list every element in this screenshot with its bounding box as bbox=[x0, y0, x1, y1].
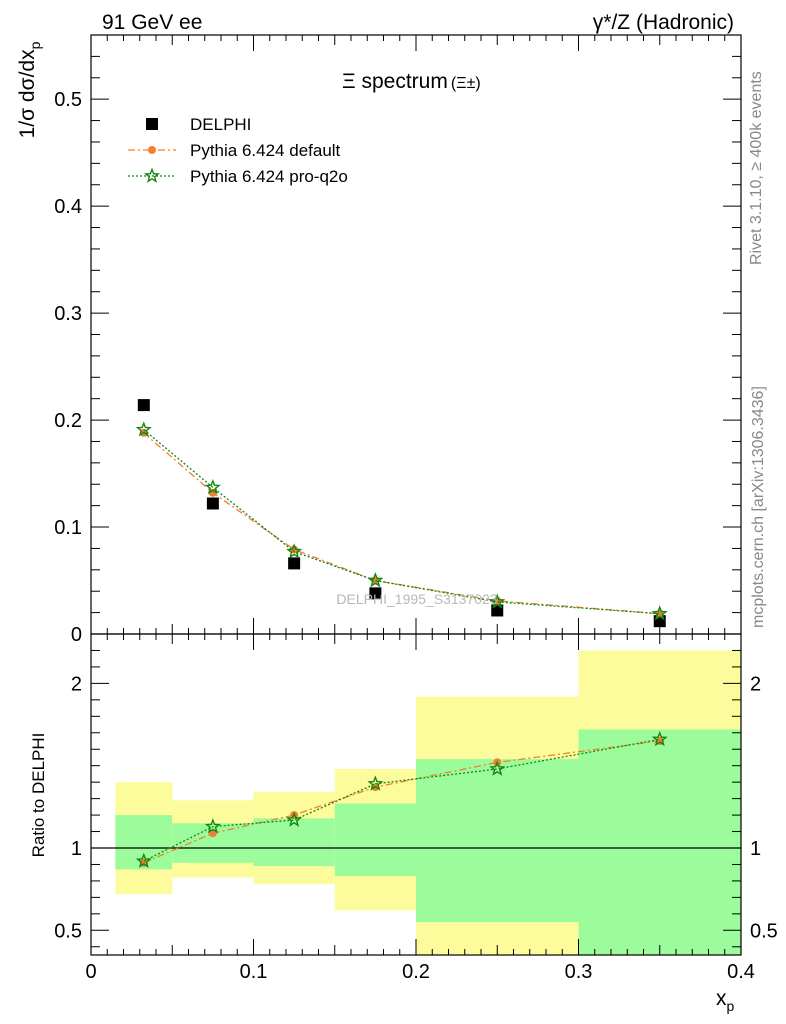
main-point-0-1 bbox=[206, 497, 219, 510]
x-tick-label: 0.4 bbox=[727, 961, 755, 983]
legend-label-1: Pythia 6.424 default bbox=[190, 141, 341, 160]
ratio-band-inner-4 bbox=[416, 759, 579, 923]
plot-title: Ξ spectrum (Ξ±) bbox=[342, 70, 481, 93]
main-y-tick-label: 0.2 bbox=[54, 410, 82, 432]
main-series-0 bbox=[137, 399, 666, 628]
main-point-2-1 bbox=[204, 479, 221, 495]
ratio-point-1-1 bbox=[204, 818, 221, 834]
plot-title-suffix: (Ξ±) bbox=[451, 75, 481, 92]
rivet-version-label: Rivet 3.1.10, ≥ 400k events bbox=[748, 71, 765, 265]
main-y-tick-label: 0.4 bbox=[54, 196, 82, 218]
main-point-2-5 bbox=[651, 605, 668, 621]
ratio-y-tick-label: 2 bbox=[71, 673, 82, 695]
main-series-2 bbox=[135, 421, 668, 621]
legend-marker-0 bbox=[146, 118, 158, 130]
x-tick-label: 0.2 bbox=[402, 961, 430, 983]
main-point-0-3 bbox=[369, 587, 382, 600]
main-series-line-1 bbox=[143, 432, 660, 615]
ratio-series-1 bbox=[135, 730, 668, 868]
ratio-y-axis-label: Ratio to DELPHI bbox=[29, 733, 48, 858]
main-series-1 bbox=[139, 428, 664, 618]
ratio-point-1-3 bbox=[367, 775, 384, 791]
ratio-point-1-5 bbox=[651, 730, 668, 747]
ratio-y-tick-label-right: 1 bbox=[750, 838, 761, 860]
x-axis-label-sub: p bbox=[727, 998, 735, 1014]
main-y-axis-label-sub: p bbox=[27, 41, 43, 49]
process-label: γ*/Z (Hadronic) bbox=[593, 11, 734, 34]
ratio-y-tick-label: 1 bbox=[71, 838, 82, 860]
x-tick-label: 0 bbox=[85, 961, 96, 983]
main-y-axis-label-text: 1/σ dσ/dx bbox=[16, 49, 39, 138]
mcplots-reference-label: mcplots.cern.ch [arXiv:1306.3436] bbox=[750, 386, 767, 628]
main-series-line-2 bbox=[143, 429, 660, 615]
legend-marker-1 bbox=[148, 146, 156, 154]
legend: DELPHI Pythia 6.424 default Pythia 6.424 p… bbox=[128, 115, 348, 186]
x-axis-label-text: x bbox=[716, 987, 727, 1010]
main-point-1-2 bbox=[290, 545, 299, 554]
ratio-series-line-0 bbox=[143, 740, 660, 864]
ratio-y-tick-label: 0.5 bbox=[54, 920, 82, 942]
plot-title-main: Ξ spectrum bbox=[342, 70, 448, 93]
legend-marker-2 bbox=[143, 167, 161, 183]
legend-label-0: DELPHI bbox=[190, 115, 251, 134]
ratio-plot: 0 0.1 0.2 0.3 0.4 0.5 0.5 1 1 2 2 bbox=[54, 633, 778, 983]
x-axis-label: xp bbox=[716, 987, 735, 1014]
main-y-tick-label: 0.5 bbox=[54, 89, 82, 111]
main-plot-frame bbox=[90, 34, 742, 635]
main-y-tick-label: 0 bbox=[71, 624, 82, 646]
main-y-tick-label: 0.1 bbox=[54, 517, 82, 539]
analysis-watermark: DELPHI_1995_S3137023 bbox=[336, 591, 497, 607]
ratio-band-inner-3 bbox=[334, 803, 416, 876]
ratio-series-line-1 bbox=[143, 738, 660, 862]
main-point-2-3 bbox=[367, 572, 384, 588]
legend-label-2: Pythia 6.424 pro-q2o bbox=[190, 167, 348, 186]
ratio-y-tick-label-right: 0.5 bbox=[750, 920, 778, 942]
ratio-point-1-2 bbox=[286, 811, 303, 827]
main-point-0-2 bbox=[288, 557, 301, 570]
ratio-y-tick-label-right: 2 bbox=[750, 673, 761, 695]
ratio-point-1-4 bbox=[489, 760, 506, 776]
energy-label: 91 GeV ee bbox=[102, 11, 202, 34]
main-point-2-2 bbox=[286, 543, 303, 559]
main-y-tick-label: 0.3 bbox=[54, 303, 82, 325]
main-point-0-0 bbox=[137, 399, 150, 412]
main-point-2-0 bbox=[135, 421, 152, 437]
ratio-band-inner-5 bbox=[578, 729, 741, 955]
ratio-band-inner-2 bbox=[253, 818, 335, 867]
main-point-2-4 bbox=[489, 593, 506, 609]
main-plot: 0 0.1 0.2 0.3 0.4 0.5 bbox=[54, 34, 742, 646]
x-tick-label: 0.3 bbox=[565, 961, 593, 983]
x-tick-label: 0.1 bbox=[240, 961, 268, 983]
ratio-point-1-0 bbox=[135, 852, 152, 868]
main-y-axis-label: 1/σ dσ/dxp bbox=[16, 41, 43, 138]
